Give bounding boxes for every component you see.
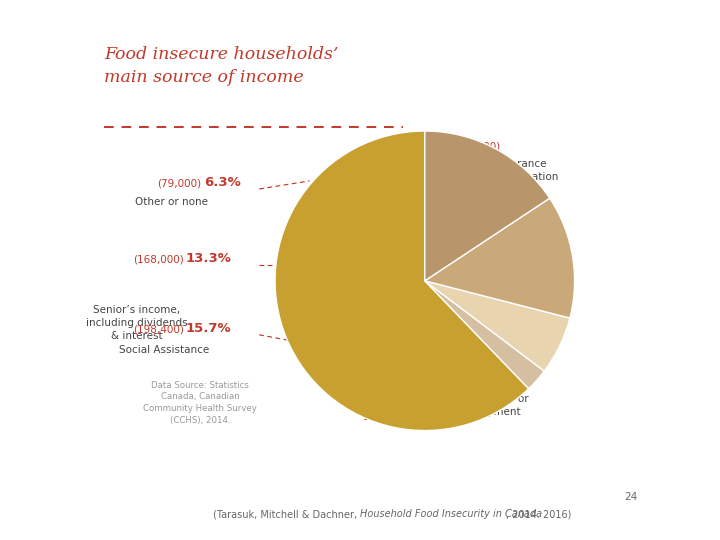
Text: Senior’s income,
including dividends
& interest: Senior’s income, including dividends & i… [86, 305, 188, 341]
Text: 24: 24 [624, 492, 637, 502]
Text: (784,400): (784,400) [479, 376, 530, 386]
Text: Employment insurance
or workers compensation: Employment insurance or workers compensa… [426, 159, 559, 182]
Text: (198,400): (198,400) [132, 325, 184, 335]
Text: , 2014. 2016): , 2014. 2016) [506, 509, 572, 519]
Wedge shape [425, 198, 575, 318]
Text: (168,000): (168,000) [133, 254, 184, 265]
Wedge shape [425, 281, 544, 389]
Text: (31,500): (31,500) [456, 141, 500, 151]
Text: Data Source: Statistics
Canada, Canadian
Community Health Survey
(CCHS), 2014.: Data Source: Statistics Canada, Canadian… [143, 381, 257, 425]
Text: 2.5%: 2.5% [426, 138, 463, 151]
Text: 15.7%: 15.7% [186, 322, 231, 335]
Text: 62.2%: 62.2% [428, 373, 474, 386]
Text: 13.3%: 13.3% [186, 252, 232, 265]
Text: Other or none: Other or none [135, 197, 208, 207]
Text: Food insecure households’
main source of income: Food insecure households’ main source of… [104, 46, 339, 86]
Text: (79,000): (79,000) [158, 179, 202, 189]
Text: Wages, salaries or
self-employment: Wages, salaries or self-employment [433, 394, 529, 417]
Text: Social Assistance: Social Assistance [119, 345, 210, 355]
Text: Household Food Insecurity in Canada: Household Food Insecurity in Canada [360, 509, 542, 519]
Wedge shape [425, 131, 549, 281]
Text: (Tarasuk, Mitchell & Dachner,: (Tarasuk, Mitchell & Dachner, [212, 509, 360, 519]
Text: 6.3%: 6.3% [204, 176, 240, 189]
Wedge shape [425, 281, 570, 371]
Wedge shape [275, 131, 528, 430]
